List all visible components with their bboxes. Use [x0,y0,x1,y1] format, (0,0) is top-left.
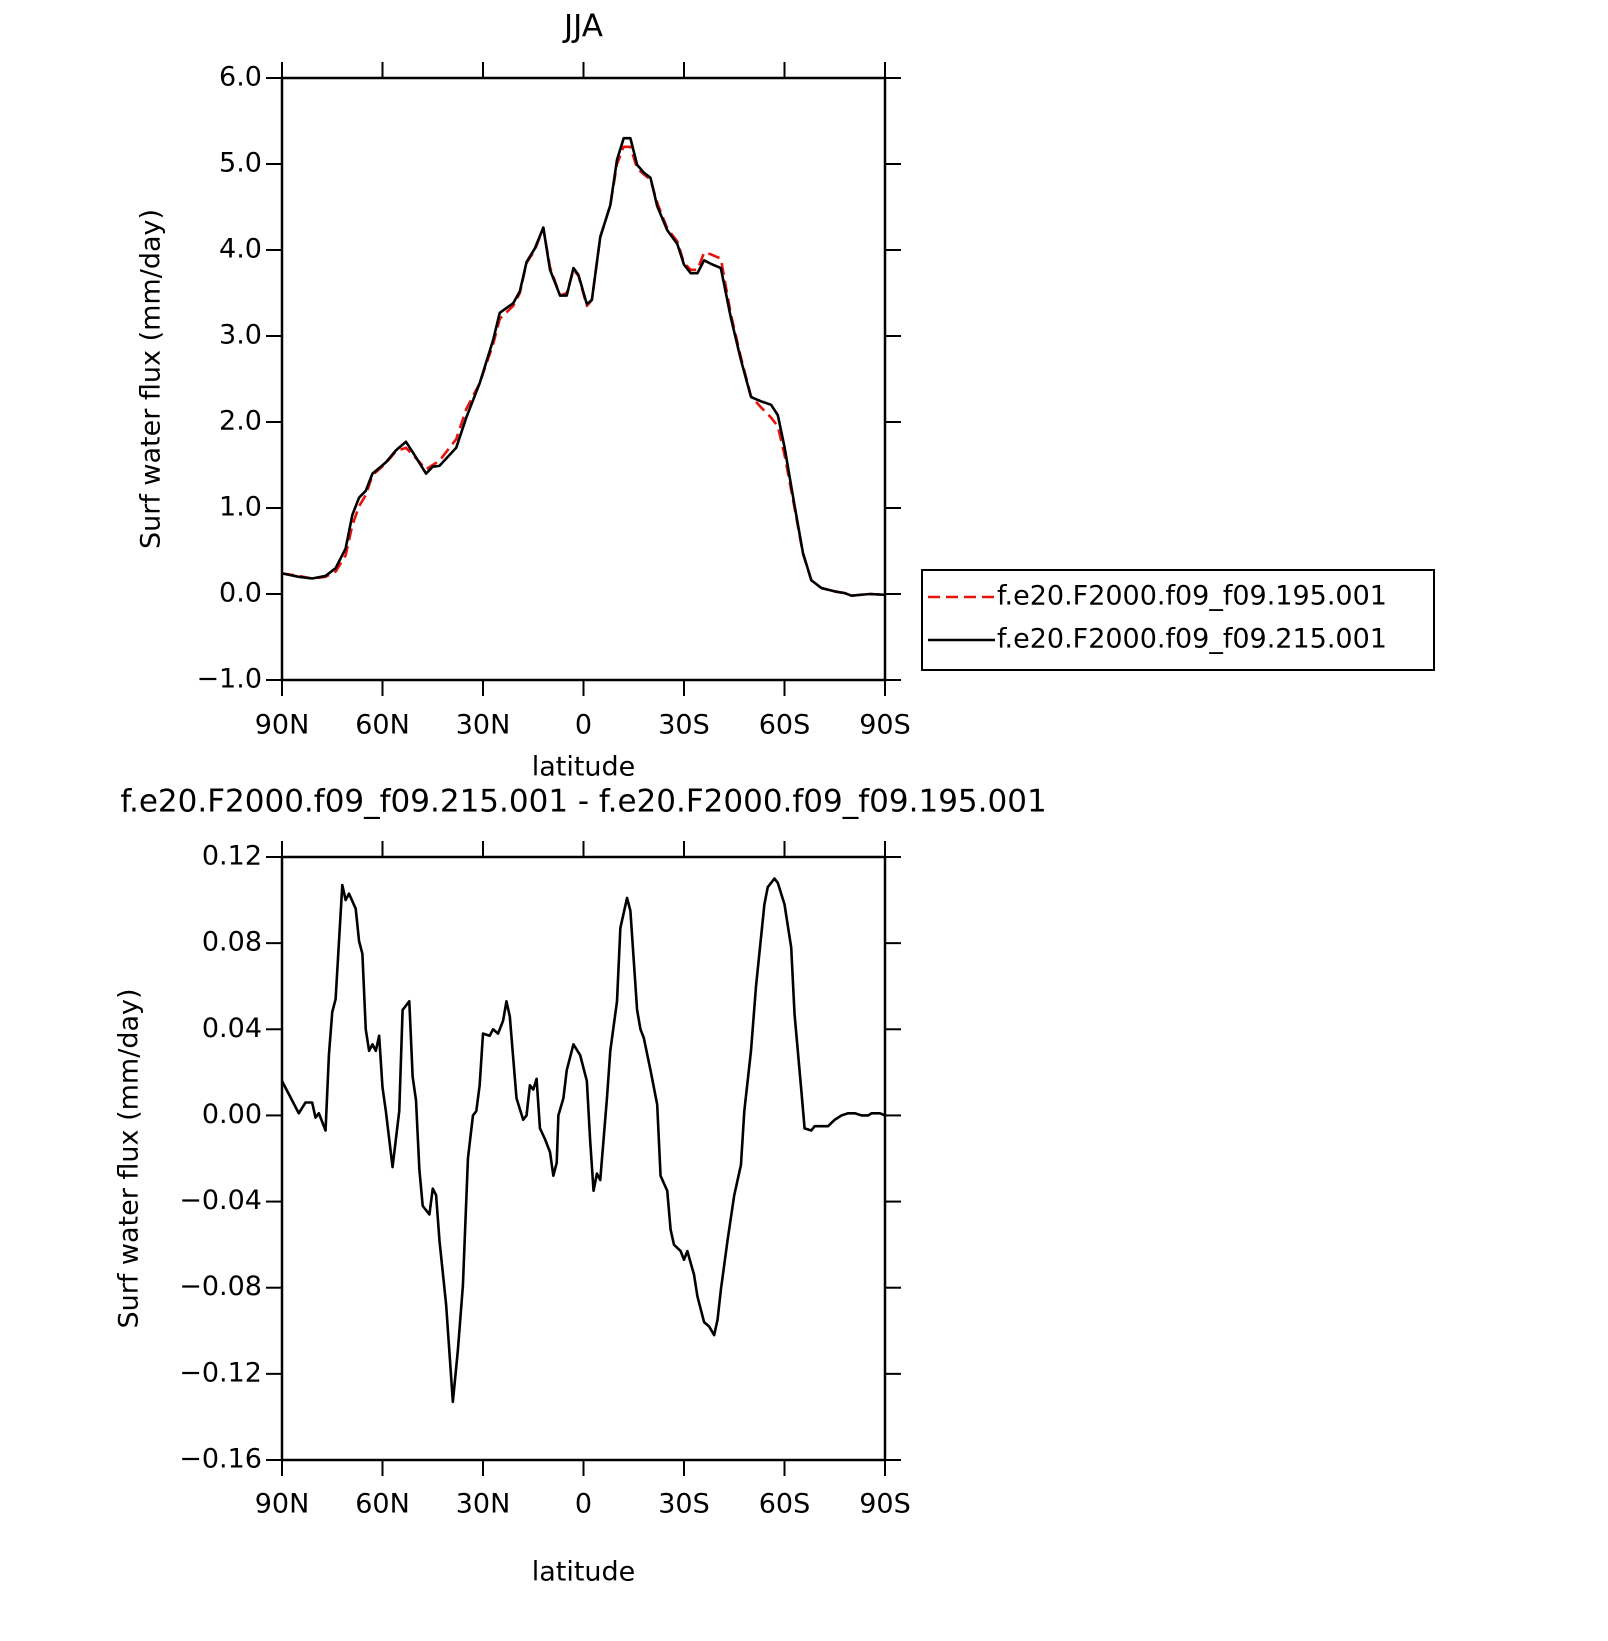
x-tick-label: 30N [456,1489,511,1520]
x-tick-label: 0 [575,710,592,741]
data-line [281,145,886,598]
x-tick-label: 60N [355,710,410,741]
y-tick-label: 0.08 [202,927,262,958]
x-tick-label: 30N [456,710,511,741]
x-tick-label: 90S [859,710,911,741]
data-line [280,877,886,1404]
legend-label: f.e20.F2000.f09_f09.215.001 [997,624,1387,655]
chart-title: JJA [562,9,603,45]
x-tick-label: 60N [355,1489,410,1520]
y-axis-label: Surf water flux (mm/day) [136,209,167,549]
x-tick-label: 60S [759,1489,811,1520]
y-tick-label: 2.0 [219,406,262,437]
x-axis-label: latitude [532,1557,636,1588]
x-tick-label: 30S [658,1489,710,1520]
x-tick-label: 90S [859,1489,911,1520]
legend: f.e20.F2000.f09_f09.195.001 f.e20.F2000.f… [921,569,1435,671]
panel: JJA Surf water flux (mm/day) latitude 6.0 5.… [136,9,911,783]
y-tick-label: −0.04 [179,1185,262,1216]
y-tick-label: 0.12 [202,841,262,872]
legend-box [921,569,1435,671]
x-tick-label: 0 [575,1489,592,1520]
x-tick-label: 90N [255,710,310,741]
chart-title: f.e20.F2000.f09_f09.215.001 - f.e20.F200… [120,784,1046,820]
y-axis-label: Surf water flux (mm/day) [114,988,145,1328]
data-line [281,136,886,598]
panel: f.e20.F2000.f09_f09.215.001 - f.e20.F200… [114,784,1047,1588]
y-tick-label: 0.04 [202,1013,262,1044]
y-tick-label: −0.12 [179,1357,262,1388]
x-tick-label: 60S [759,710,811,741]
y-tick-label: 5.0 [219,148,262,179]
y-tick-label: −0.16 [179,1444,262,1475]
y-tick-label: 3.0 [219,320,262,351]
plot-frame [280,855,887,1462]
y-tick-label: −0.08 [179,1271,262,1302]
x-tick-label: 30S [658,710,710,741]
x-axis-label: latitude [532,752,636,783]
y-tick-label: −1.0 [196,664,262,695]
legend-label: f.e20.F2000.f09_f09.195.001 [997,581,1387,612]
y-tick-label: 0.00 [202,1099,262,1130]
plot-frame [280,76,887,682]
y-tick-label: 1.0 [219,492,262,523]
y-tick-label: 6.0 [219,62,262,93]
y-tick-label: 4.0 [219,234,262,265]
x-tick-label: 90N [255,1489,310,1520]
y-tick-label: 0.0 [219,578,262,609]
